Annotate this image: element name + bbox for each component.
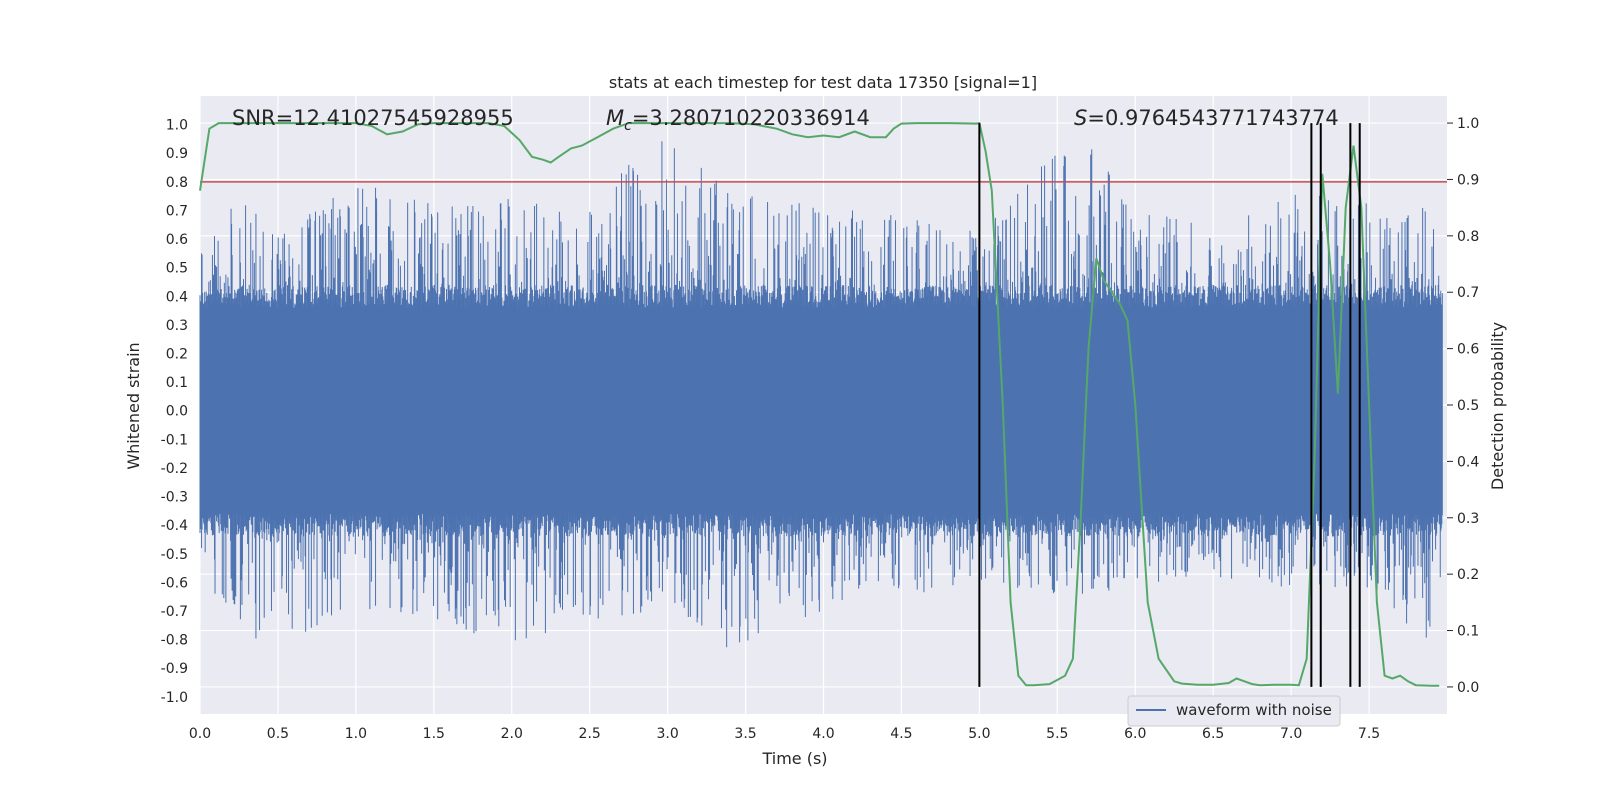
y-axis-label: Whitened strain (124, 342, 143, 469)
x-tick-label: 4.0 (812, 726, 834, 742)
x-tick-label: 5.0 (968, 726, 990, 742)
snr-annotation: SNR=12.41027545928955 (232, 106, 514, 130)
x-tick-label: 5.5 (1046, 726, 1068, 742)
y-tick-label: -0.8 (161, 633, 188, 649)
y2-tick-label: 0.8 (1457, 229, 1479, 245)
y-tick-label: -0.1 (161, 432, 188, 448)
y-tick-label: 0.5 (166, 261, 188, 277)
y-tick-label: -0.9 (161, 661, 188, 677)
x-tick-label: 1.0 (345, 726, 367, 742)
legend-label: waveform with noise (1176, 701, 1332, 719)
y-tick-label: -0.2 (161, 461, 188, 477)
y2-tick-label: 0.1 (1457, 624, 1479, 640)
x-tick-label: 2.0 (501, 726, 523, 742)
x-tick-label: 6.5 (1202, 726, 1224, 742)
x-tick-label: 0.5 (267, 726, 289, 742)
y-tick-label: 0.8 (166, 175, 188, 191)
s-value: =0.9764543771743774 (1087, 106, 1338, 130)
y-tick-label: -0.6 (161, 575, 188, 591)
mc-annotation: Mc=3.280710220336914 (606, 106, 870, 134)
waveform-line (199, 141, 1443, 648)
x-tick-label: 4.5 (890, 726, 912, 742)
y2-tick-label: 0.4 (1457, 454, 1479, 470)
s-annotation: S=0.9764543771743774 (1074, 106, 1339, 130)
y-tick-label: 0.4 (166, 289, 188, 305)
x-tick-label: 6.0 (1124, 726, 1146, 742)
mc-subscript: c (624, 118, 632, 134)
legend-box (1127, 695, 1341, 727)
y2-tick-label: 0.5 (1457, 398, 1479, 414)
y-tick-label: 0.1 (166, 375, 188, 391)
y2-axis-label: Detection probability (1488, 322, 1507, 490)
y-tick-label: -0.4 (161, 518, 188, 534)
y2-tick-label: 1.0 (1457, 116, 1479, 132)
y-tick-label: -0.7 (161, 604, 188, 620)
x-tick-label: 1.5 (423, 726, 445, 742)
waveform-series (199, 141, 1443, 648)
x-tick-label: 3.0 (656, 726, 678, 742)
y2-tick-label: 0.9 (1457, 172, 1479, 188)
y-tick-label: 0.0 (166, 404, 188, 420)
mc-value: =3.280710220336914 (632, 106, 870, 130)
y2-tick-label: 0.6 (1457, 342, 1479, 358)
y-tick-label: 0.9 (166, 146, 188, 162)
chart-title: stats at each timestep for test data 173… (609, 73, 1037, 92)
x-tick-label: 3.5 (734, 726, 756, 742)
y-tick-label: -0.5 (161, 547, 188, 563)
y2-tick-label: 0.7 (1457, 285, 1479, 301)
x-tick-label: 2.5 (579, 726, 601, 742)
event-markers (978, 123, 1361, 687)
y2-tick-label: 0.3 (1457, 511, 1479, 527)
y2-axis-ticks: 1.0 0.9 0.8 0.7 0.6 0.5 0.4 0.3 0.2 0.1 0.0 (1447, 116, 1479, 696)
y2-tick-label: 0.0 (1457, 680, 1479, 696)
y-tick-label: 0.3 (166, 318, 188, 334)
x-axis-label: Time (s) (761, 749, 827, 768)
y-tick-label: -1.0 (161, 690, 188, 706)
x-tick-label: 7.5 (1358, 726, 1380, 742)
y-tick-label: 0.7 (166, 203, 188, 219)
y-axis-ticks: 1.0 0.9 0.8 0.7 0.6 0.5 0.4 0.3 0.2 0.1 0.0 -0.1 -0.… (161, 118, 188, 706)
x-tick-label: 0.0 (189, 726, 211, 742)
y-tick-label: 0.6 (166, 232, 188, 248)
y-tick-label: 0.2 (166, 347, 188, 363)
y-tick-label: 1.0 (166, 118, 188, 134)
legend: waveform with noise (1127, 695, 1341, 727)
y2-tick-label: 0.2 (1457, 567, 1479, 583)
s-symbol: S (1074, 106, 1087, 130)
y-tick-label: -0.3 (161, 490, 188, 506)
mc-symbol: M (606, 106, 624, 130)
x-tick-label: 7.0 (1280, 726, 1302, 742)
x-axis-ticks: 0.0 0.5 1.0 1.5 2.0 2.5 3.0 3.5 4.0 4.5 5.0 5.5 6.0 6… (189, 726, 1380, 742)
